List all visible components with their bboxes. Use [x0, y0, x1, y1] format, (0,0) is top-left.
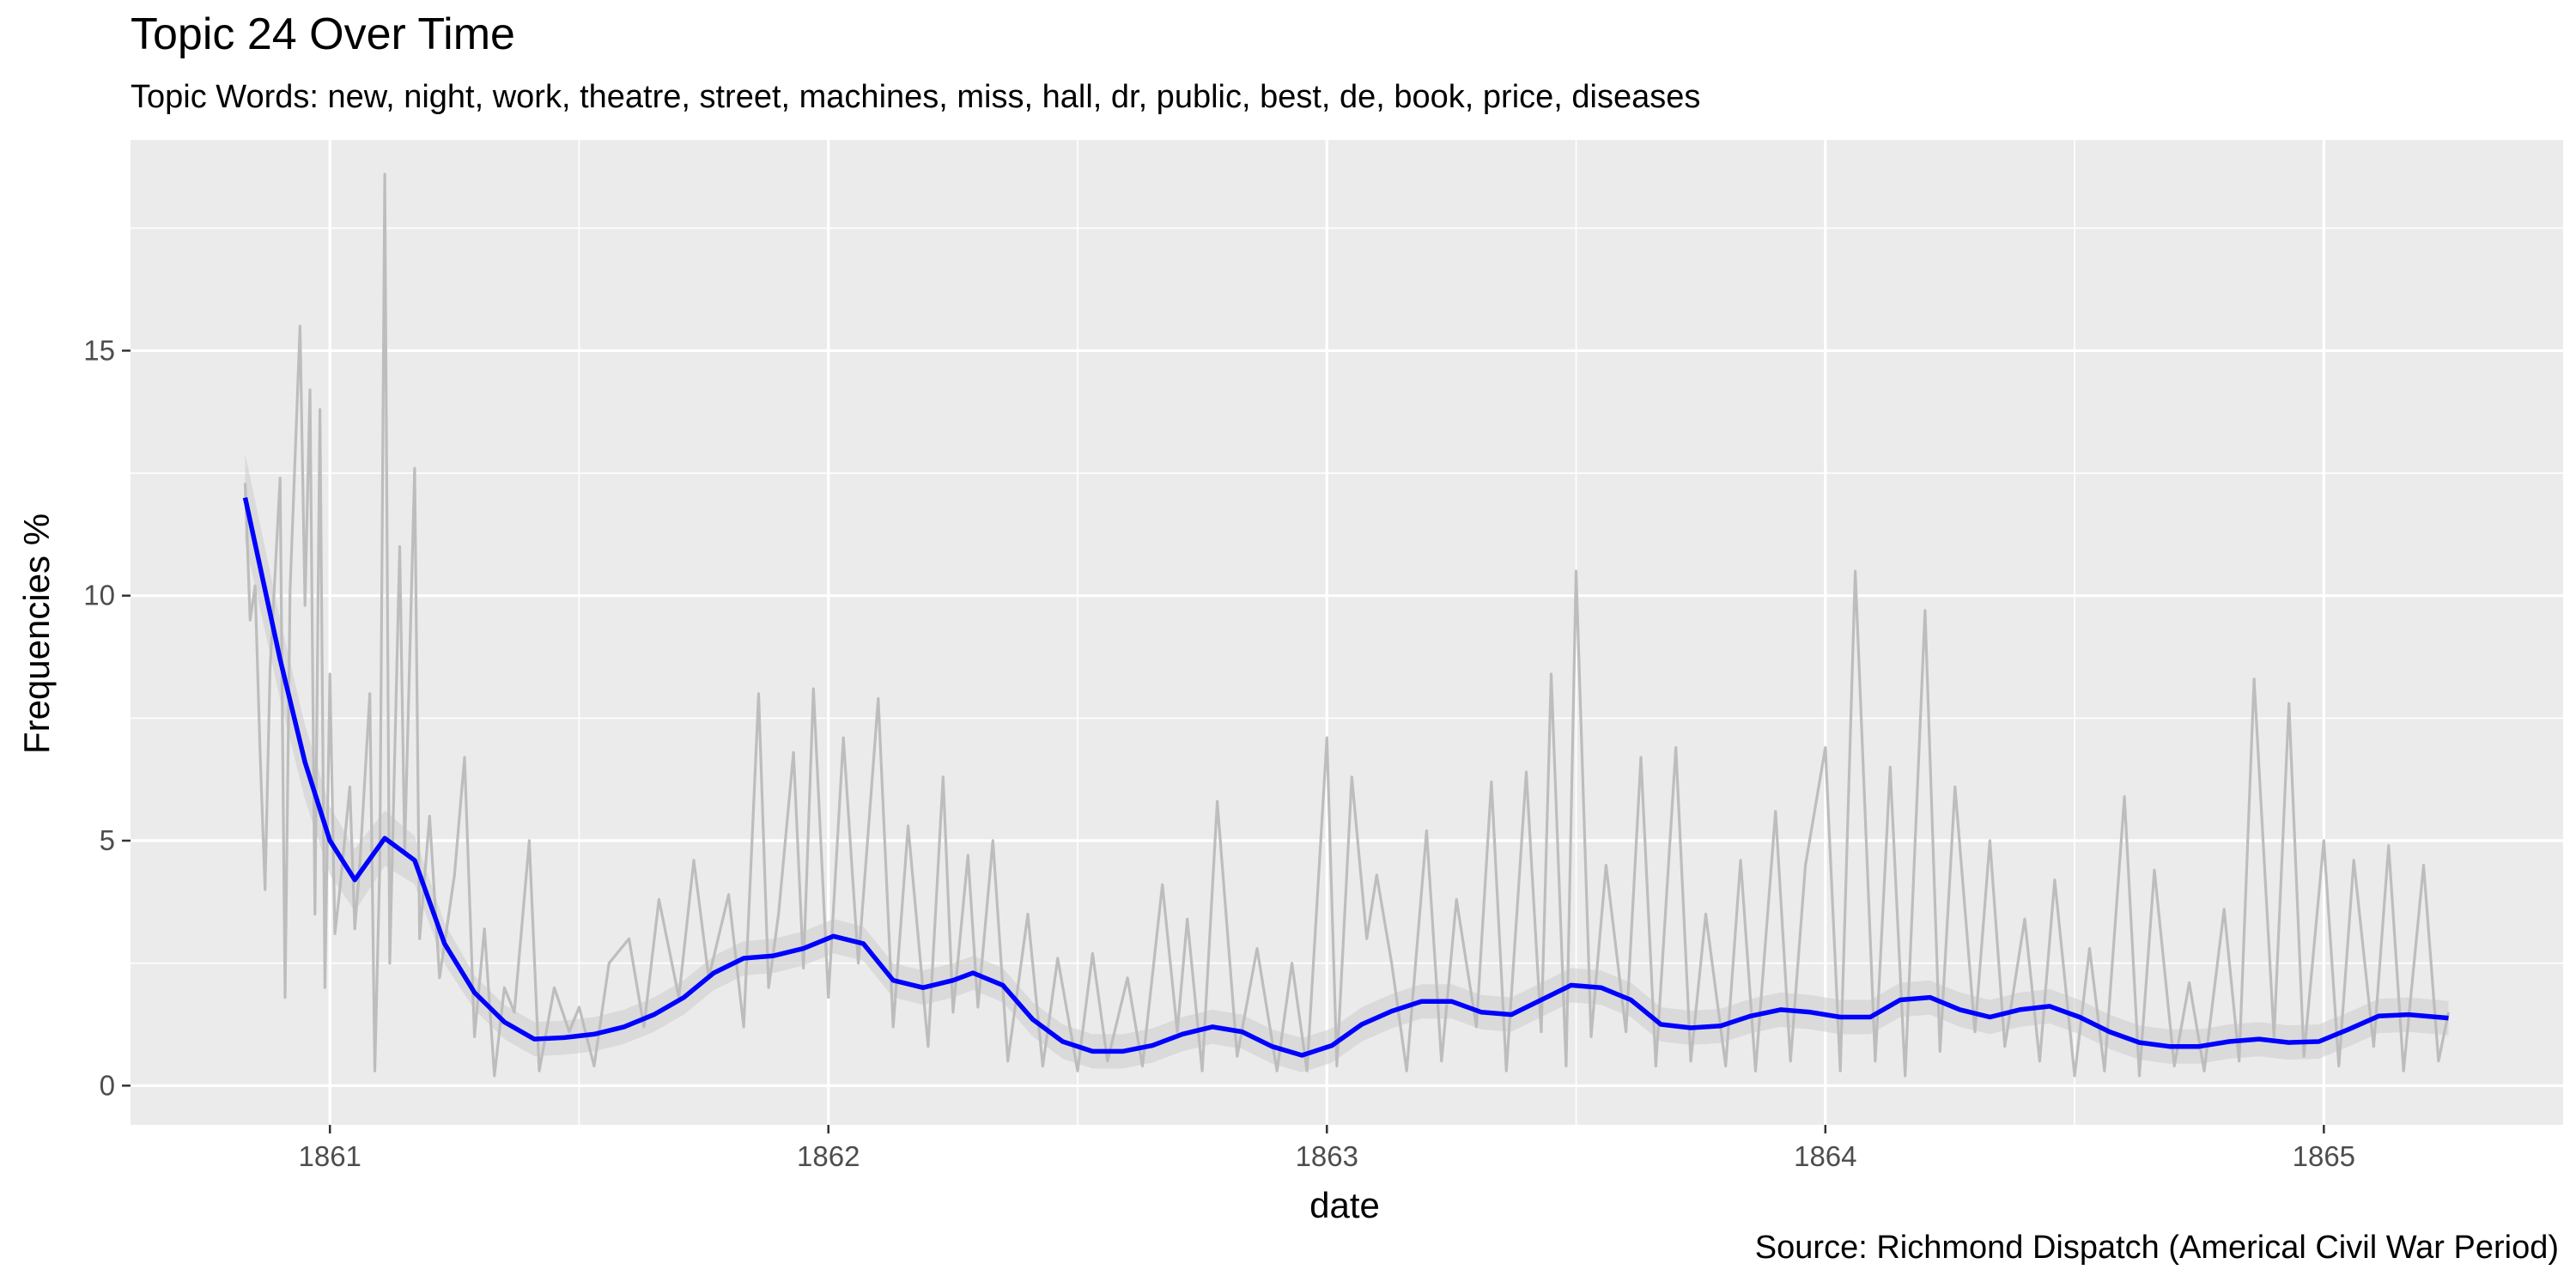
y-tick-label: 15: [83, 334, 115, 366]
raw-frequency-line: [243, 173, 2451, 1078]
major-gridlines: [131, 140, 2563, 1125]
x-tick-label: 1865: [2293, 1140, 2355, 1172]
y-tick-label: 10: [83, 580, 115, 611]
x-tick-label: 1864: [1794, 1140, 1856, 1172]
x-tick-label: 1863: [1296, 1140, 1358, 1172]
x-axis: 1861 1862 1863 1864 1865: [299, 1125, 2355, 1172]
y-axis-title: Frequencies %: [16, 513, 57, 754]
x-tick-label: 1861: [299, 1140, 361, 1172]
y-tick-label: 0: [100, 1069, 115, 1101]
y-axis: 0 5 10 15: [83, 334, 131, 1101]
chart-caption: Source: Richmond Dispatch (Americal Civi…: [1754, 1230, 2559, 1266]
x-tick-label: 1862: [797, 1140, 860, 1172]
x-axis-title: date: [1309, 1185, 1380, 1225]
plot-panel: [131, 140, 2563, 1125]
chart-subtitle: Topic Words: new, night, work, theatre, …: [131, 79, 1701, 115]
chart-title: Topic 24 Over Time: [131, 9, 515, 59]
y-tick-label: 5: [100, 824, 115, 856]
smoothed-trend-line: [242, 497, 2449, 1058]
